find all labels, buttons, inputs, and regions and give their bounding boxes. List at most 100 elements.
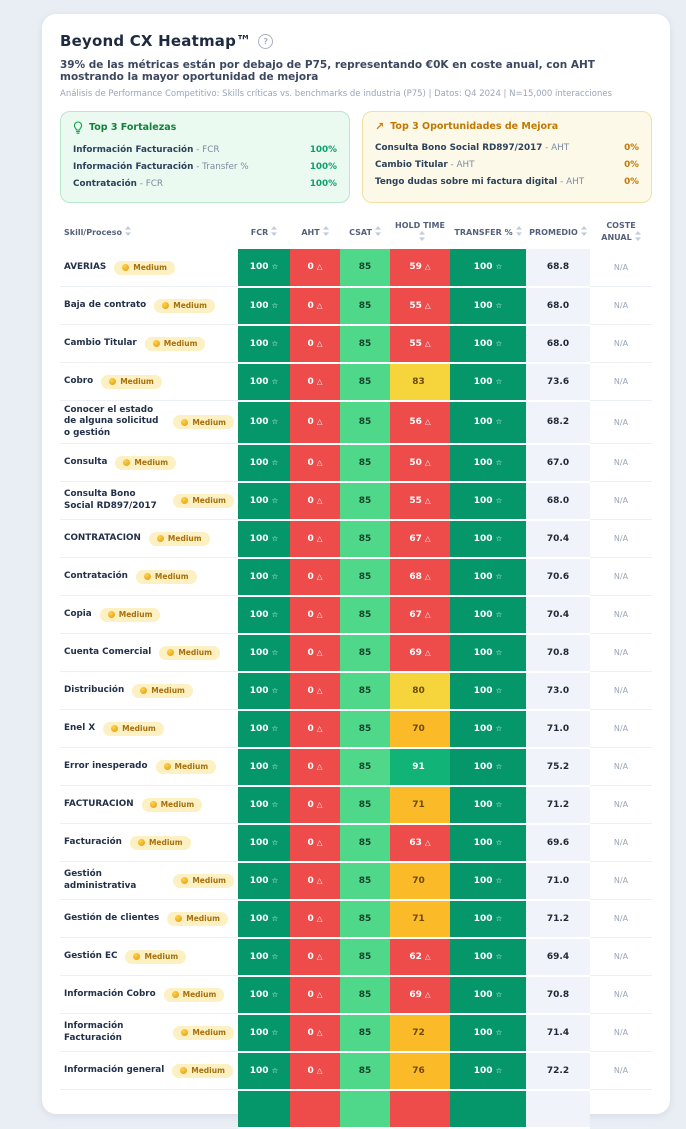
- column-header-coste-anual[interactable]: COSTE ANUAL: [590, 215, 652, 249]
- promedio-cell: 68.0: [526, 324, 590, 364]
- fcr-value: 100: [249, 913, 269, 924]
- star-icon: ☆: [271, 300, 279, 310]
- star-icon: ☆: [271, 262, 279, 272]
- column-header-fcr[interactable]: FCR: [238, 215, 290, 249]
- column-header-skill[interactable]: Skill/Proceso: [60, 215, 238, 249]
- help-icon[interactable]: ?: [258, 33, 274, 49]
- promedio-cell: 71.2: [526, 785, 590, 825]
- coin-icon: [156, 535, 164, 543]
- transfer-value: 100: [473, 457, 493, 468]
- csat-cell: 85: [340, 861, 390, 901]
- column-header-transfer[interactable]: TRANSFER %: [450, 215, 526, 249]
- csat-cell: 85: [340, 937, 390, 977]
- promedio-cell: 73.0: [526, 671, 590, 711]
- priority-badge: Medium: [115, 455, 177, 470]
- star-icon: ☆: [271, 338, 279, 348]
- transfer-value: 100: [473, 533, 493, 544]
- aht-value: 0: [307, 951, 314, 962]
- opportunities-panel-title: Top 3 Oportunidades de Mejora: [390, 121, 559, 132]
- star-icon: ☆: [271, 533, 279, 543]
- table-row: Error inesperado Medium 100 ☆ 0 △ 85 91 10…: [60, 747, 652, 787]
- star-icon: ☆: [271, 571, 279, 581]
- hold-time-value: 55: [409, 495, 422, 506]
- hold-time-value: 71: [412, 913, 425, 924]
- priority-badge: Medium: [99, 607, 161, 622]
- aht-cell: 0 △: [290, 400, 340, 445]
- transfer-value: 100: [473, 571, 493, 582]
- warning-icon: △: [424, 338, 431, 348]
- aht-cell: 0 △: [290, 823, 340, 863]
- coin-icon: [180, 1067, 188, 1075]
- aht-value: 0: [307, 457, 314, 468]
- fcr-cell: 100 ☆: [238, 747, 290, 787]
- fcr-cell: 100 ☆: [238, 899, 290, 939]
- item-label: Tengo dudas sobre mi factura digital: [375, 176, 558, 187]
- promedio-cell: 70.4: [526, 595, 590, 635]
- csat-value: 85: [358, 913, 372, 924]
- aht-value: 0: [307, 913, 314, 924]
- priority-badge: Medium: [148, 531, 210, 546]
- aht-value: 0: [307, 647, 314, 658]
- coin-icon: [152, 340, 160, 347]
- hold-time-value: 67: [409, 533, 422, 544]
- aht-value: 0: [307, 300, 314, 311]
- warning-icon: △: [316, 609, 323, 619]
- csat-value: 85: [358, 951, 372, 962]
- csat-value: 85: [358, 989, 372, 1000]
- csat-cell: 85: [340, 633, 390, 673]
- skill-name: Conocer el estado de alguna solicitud o …: [64, 405, 159, 438]
- item-metric: - FCR: [193, 144, 220, 155]
- fcr-cell: 100 ☆: [238, 671, 290, 711]
- hold-time-value: 62: [409, 951, 422, 962]
- hold-time-value: 70: [412, 875, 425, 886]
- star-icon: ☆: [495, 609, 503, 619]
- coin-icon: [181, 877, 189, 885]
- column-header-hold-time[interactable]: HOLD TIME: [390, 215, 450, 249]
- priority-badge-label: Medium: [160, 800, 195, 810]
- promedio-cell: 71.0: [526, 709, 590, 749]
- star-icon: ☆: [495, 300, 503, 310]
- column-header-aht[interactable]: AHT: [290, 215, 340, 249]
- fcr-cell: 100 ☆: [238, 557, 290, 597]
- sort-icon: [124, 226, 131, 236]
- csat-cell: 85: [340, 823, 390, 863]
- priority-badge: Medium: [173, 1025, 234, 1040]
- aht-cell: 0 △: [290, 519, 340, 559]
- star-icon: ☆: [271, 799, 279, 809]
- warning-icon: △: [424, 989, 431, 999]
- hold-time-value: 59: [409, 262, 422, 273]
- skill-name: Cuenta Comercial: [64, 647, 152, 658]
- aht-cell: 0 △: [290, 1013, 340, 1053]
- priority-badge-label: Medium: [192, 1028, 226, 1038]
- transfer-value: 100: [473, 417, 493, 428]
- warning-icon: △: [316, 376, 323, 386]
- column-header-csat[interactable]: CSAT: [340, 215, 390, 249]
- warning-icon: △: [424, 262, 431, 272]
- hold-time-cell: 59 △: [390, 249, 450, 288]
- fcr-cell: 100 ☆: [238, 286, 290, 326]
- hold-time-cell: 68 △: [390, 557, 450, 597]
- column-header-promedio[interactable]: PROMEDIO: [526, 215, 590, 249]
- warning-icon: △: [316, 761, 323, 771]
- aht-value: 0: [307, 1065, 314, 1076]
- star-icon: ☆: [271, 457, 279, 467]
- hold-time-cell: 62 △: [390, 937, 450, 977]
- aht-value: 0: [307, 495, 314, 506]
- warning-icon: △: [424, 647, 431, 657]
- priority-badge: Medium: [114, 260, 175, 275]
- priority-badge: Medium: [154, 298, 215, 313]
- hold-time-value: 80: [412, 685, 425, 696]
- transfer-cell: 100 ☆: [450, 286, 526, 326]
- transfer-value: 100: [473, 761, 493, 772]
- aht-cell: 0 △: [290, 785, 340, 825]
- warning-icon: △: [316, 875, 323, 885]
- aht-cell: 0 △: [290, 1051, 340, 1091]
- fcr-value: 100: [249, 875, 269, 886]
- coin-icon: [181, 1029, 189, 1037]
- coste-anual-cell: N/A: [590, 324, 652, 363]
- fcr-value: 100: [249, 1065, 269, 1076]
- item-metric: - AHT: [557, 176, 585, 187]
- panel-list-item: Información Facturación - FCR 100%: [73, 141, 337, 158]
- hold-time-cell: 80: [390, 671, 450, 711]
- warning-icon: △: [316, 647, 323, 657]
